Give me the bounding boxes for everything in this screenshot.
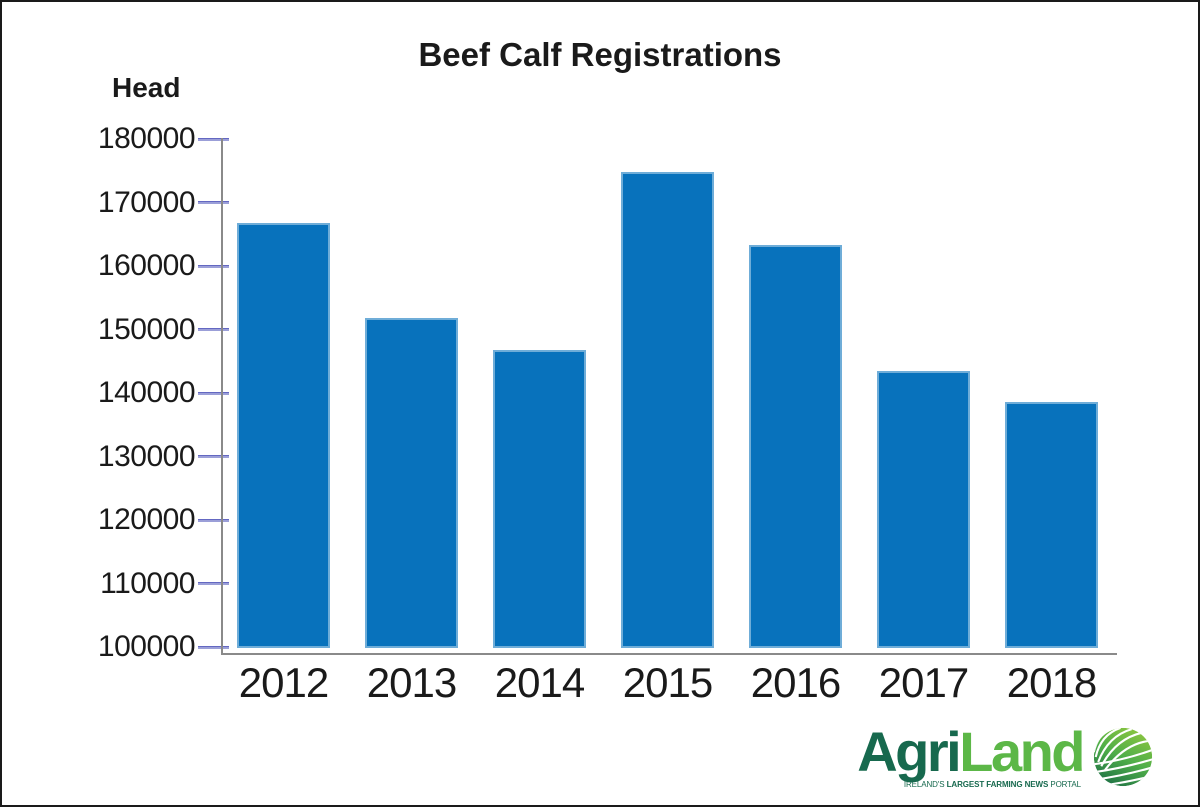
yarn-ball-globe-icon: [1093, 727, 1153, 787]
y-tick-label: 120000: [97, 503, 196, 536]
bar-2018: [1005, 401, 1098, 648]
y-tick-mark: [198, 137, 229, 141]
x-axis-line: [221, 653, 1117, 655]
bar-2016: [749, 244, 842, 648]
y-tick-mark: [198, 391, 229, 395]
y-axis-title: Head: [112, 72, 181, 103]
y-tick-mark: [198, 201, 229, 204]
y-axis-line: [221, 138, 223, 655]
y-tick-mark: [198, 518, 229, 522]
bar-2014: [493, 349, 586, 648]
agriland-logo-text: AgriLand IRELAND'S LARGEST FARMING NEWS …: [857, 724, 1085, 790]
tagline-irelands: IRELAND'S: [903, 780, 945, 789]
x-tick-label: 2013: [366, 659, 457, 706]
brand-agri: Agri: [857, 720, 962, 783]
x-tick-label: 2017: [878, 659, 969, 706]
y-tick-label: 170000: [97, 185, 196, 219]
bar-2012: [237, 222, 330, 648]
y-tick-mark: [198, 328, 229, 331]
x-tick-label: 2018: [1006, 659, 1097, 706]
bar-2015: [621, 171, 714, 648]
bar-2013: [365, 317, 458, 648]
y-tick-label: 110000: [100, 566, 195, 600]
x-tick-label: 2012: [238, 659, 329, 706]
y-tick-mark: [198, 264, 229, 268]
agriland-logo: AgriLand IRELAND'S LARGEST FARMING NEWS …: [857, 724, 1154, 790]
y-tick-label: 100000: [97, 630, 196, 663]
bar-2017: [877, 370, 970, 648]
y-tick-label: 130000: [97, 439, 196, 473]
y-tick-mark: [198, 645, 229, 649]
y-tick-label: 180000: [97, 122, 196, 155]
agriland-wordmark: AgriLand: [857, 724, 1085, 780]
x-tick-label: 2016: [750, 659, 841, 706]
y-tick-label: 160000: [97, 249, 196, 282]
x-tick-label: 2014: [494, 659, 585, 706]
y-tick-label: 140000: [97, 376, 196, 409]
chart-title: Beef Calf Registrations: [418, 36, 782, 73]
y-tick-label: 150000: [97, 312, 196, 346]
x-tick-label: 2015: [622, 659, 713, 706]
y-tick-mark: [198, 455, 229, 458]
y-tick-mark: [198, 582, 229, 585]
logo-tagline: IRELAND'S LARGEST FARMING NEWS PORTAL: [904, 780, 1081, 789]
brand-land: Land: [959, 720, 1085, 783]
tagline-largest-farming-news: LARGEST FARMING NEWS: [946, 780, 1049, 789]
tagline-portal: PORTAL: [1050, 780, 1081, 789]
